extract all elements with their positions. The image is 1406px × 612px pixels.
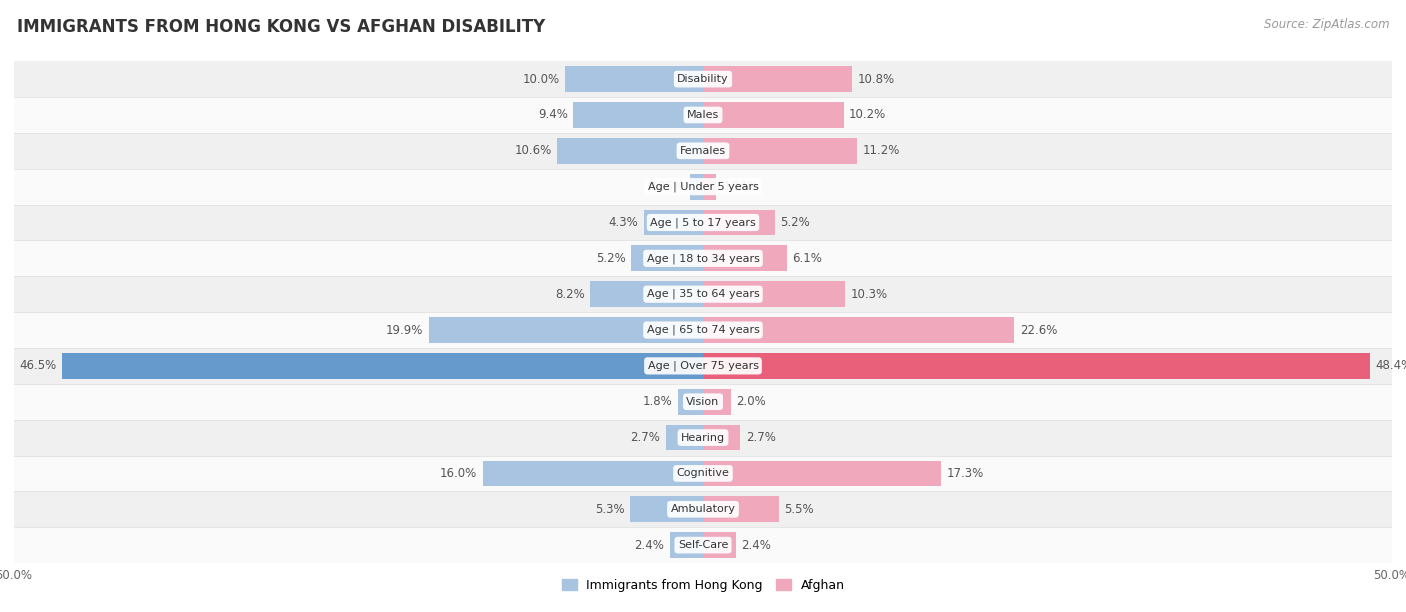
Bar: [703, 174, 716, 200]
Bar: [14, 241, 1392, 276]
Text: 16.0%: 16.0%: [440, 467, 477, 480]
Bar: [669, 532, 703, 558]
Text: 46.5%: 46.5%: [20, 359, 56, 372]
Bar: [565, 66, 703, 92]
Bar: [703, 532, 737, 558]
Bar: [703, 496, 779, 522]
Text: 9.4%: 9.4%: [538, 108, 568, 121]
Text: Cognitive: Cognitive: [676, 468, 730, 479]
Text: 10.3%: 10.3%: [851, 288, 887, 300]
Text: 10.0%: 10.0%: [523, 73, 560, 86]
Text: Males: Males: [688, 110, 718, 120]
Bar: [14, 491, 1392, 527]
Bar: [703, 66, 852, 92]
Bar: [14, 133, 1392, 169]
Text: 17.3%: 17.3%: [946, 467, 984, 480]
Bar: [631, 245, 703, 271]
Text: 2.4%: 2.4%: [741, 539, 772, 551]
Bar: [703, 389, 731, 415]
Bar: [644, 209, 703, 236]
Bar: [703, 317, 1014, 343]
Bar: [703, 425, 740, 450]
Text: 22.6%: 22.6%: [1019, 324, 1057, 337]
Bar: [14, 527, 1392, 563]
Bar: [666, 425, 703, 450]
Text: 11.2%: 11.2%: [863, 144, 900, 157]
Bar: [62, 353, 703, 379]
Text: 0.94%: 0.94%: [721, 180, 759, 193]
Bar: [678, 389, 703, 415]
Text: Ambulatory: Ambulatory: [671, 504, 735, 514]
Bar: [703, 138, 858, 164]
Bar: [690, 174, 703, 200]
Text: Self-Care: Self-Care: [678, 540, 728, 550]
Bar: [703, 282, 845, 307]
Bar: [14, 420, 1392, 455]
Bar: [703, 460, 942, 487]
Bar: [14, 312, 1392, 348]
Bar: [557, 138, 703, 164]
Text: 2.7%: 2.7%: [630, 431, 661, 444]
Text: Age | 5 to 17 years: Age | 5 to 17 years: [650, 217, 756, 228]
Bar: [14, 97, 1392, 133]
Text: 5.2%: 5.2%: [780, 216, 810, 229]
Bar: [14, 455, 1392, 491]
Text: Age | 18 to 34 years: Age | 18 to 34 years: [647, 253, 759, 264]
Text: 5.3%: 5.3%: [595, 503, 624, 516]
Bar: [630, 496, 703, 522]
Text: 5.2%: 5.2%: [596, 252, 626, 265]
Bar: [14, 384, 1392, 420]
Text: Females: Females: [681, 146, 725, 156]
Text: Age | 35 to 64 years: Age | 35 to 64 years: [647, 289, 759, 299]
Text: Disability: Disability: [678, 74, 728, 84]
Bar: [14, 348, 1392, 384]
Text: 10.2%: 10.2%: [849, 108, 886, 121]
Bar: [574, 102, 703, 128]
Bar: [14, 204, 1392, 241]
Bar: [703, 102, 844, 128]
Text: 48.4%: 48.4%: [1375, 359, 1406, 372]
Text: IMMIGRANTS FROM HONG KONG VS AFGHAN DISABILITY: IMMIGRANTS FROM HONG KONG VS AFGHAN DISA…: [17, 18, 546, 36]
Text: 10.8%: 10.8%: [858, 73, 894, 86]
Text: 4.3%: 4.3%: [609, 216, 638, 229]
Text: 2.4%: 2.4%: [634, 539, 665, 551]
Text: 2.0%: 2.0%: [737, 395, 766, 408]
Bar: [703, 353, 1369, 379]
Bar: [703, 245, 787, 271]
Text: Source: ZipAtlas.com: Source: ZipAtlas.com: [1264, 18, 1389, 31]
Text: 8.2%: 8.2%: [555, 288, 585, 300]
Text: Age | 65 to 74 years: Age | 65 to 74 years: [647, 325, 759, 335]
Text: Hearing: Hearing: [681, 433, 725, 442]
Bar: [14, 169, 1392, 204]
Text: 2.7%: 2.7%: [745, 431, 776, 444]
Bar: [482, 460, 703, 487]
Text: 0.95%: 0.95%: [647, 180, 685, 193]
Text: Age | Under 5 years: Age | Under 5 years: [648, 181, 758, 192]
Text: 1.8%: 1.8%: [643, 395, 672, 408]
Text: 19.9%: 19.9%: [385, 324, 423, 337]
Text: 6.1%: 6.1%: [793, 252, 823, 265]
Bar: [703, 209, 775, 236]
Bar: [591, 282, 703, 307]
Bar: [429, 317, 703, 343]
Text: 10.6%: 10.6%: [515, 144, 551, 157]
Text: Vision: Vision: [686, 397, 720, 407]
Bar: [14, 276, 1392, 312]
Text: 5.5%: 5.5%: [785, 503, 814, 516]
Text: Age | Over 75 years: Age | Over 75 years: [648, 360, 758, 371]
Bar: [14, 61, 1392, 97]
Legend: Immigrants from Hong Kong, Afghan: Immigrants from Hong Kong, Afghan: [557, 574, 849, 597]
